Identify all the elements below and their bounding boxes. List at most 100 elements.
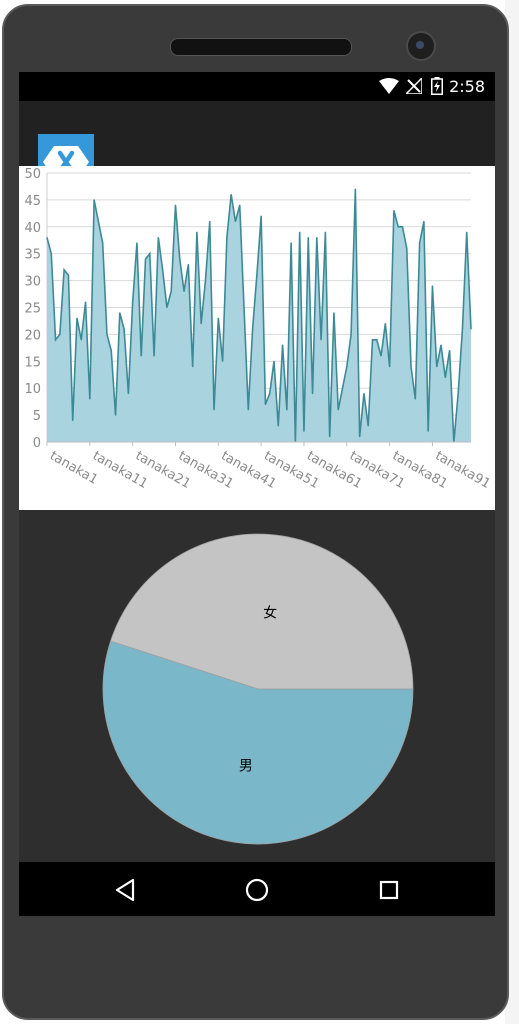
data-point [93,199,95,201]
data-point [341,387,344,389]
data-point [410,366,412,368]
data-point [46,236,48,239]
data-point [183,290,185,292]
data-point [371,339,374,341]
data-point [414,398,416,400]
front-camera [406,31,436,61]
data-point [303,430,305,432]
line-area-chart: 0 5 10 15 20 25 30 35 40 45 50 tanaka1 tanaka11 tanak… [19,166,495,510]
data-point [196,231,198,233]
data-point [170,290,172,292]
data-point [132,301,134,303]
data-point [97,220,99,223]
data-point [140,355,142,357]
data-point [333,312,335,314]
y-tick-label: 45 [24,194,41,209]
data-point [307,236,309,239]
data-point [213,409,215,411]
data-point [84,301,87,303]
data-point [243,306,245,309]
data-point [444,376,446,379]
data-point [423,220,425,223]
series-area [47,189,471,442]
pie-slice [110,533,414,690]
data-point [127,392,129,395]
data-point [157,236,159,239]
data-point [174,204,177,206]
data-point [187,263,189,266]
y-tick-label: 30 [24,275,41,290]
device-screen: 2:58 0 5 10 15 20 25 30 35 40 45 50 tanaka1 tanaka11… [19,72,495,916]
data-point [222,360,224,362]
data-point [89,398,91,400]
data-point [281,344,284,346]
data-point [204,280,207,282]
data-point [110,349,112,352]
home-button[interactable] [227,862,287,916]
y-tick-label: 25 [24,302,41,317]
data-point [114,414,117,416]
data-point [359,436,361,438]
data-point [337,409,339,411]
data-point [376,339,378,341]
data-point [162,269,164,271]
data-point [448,349,451,352]
data-point [457,392,459,395]
data-point [76,317,78,319]
data-point [470,328,472,330]
app-action-bar [19,101,495,190]
pie-slice [102,640,414,845]
data-point [427,430,429,432]
recents-square-icon [379,880,399,900]
data-point [273,360,275,362]
y-tick-label: 10 [24,382,41,397]
data-point [106,333,108,335]
data-point [466,231,468,233]
data-point [436,366,438,368]
data-point [256,274,258,276]
pie-slice-label: 男 [239,759,253,775]
data-point [264,403,267,405]
pie-chart-svg: 女男 [102,533,414,845]
speaker-grille [170,38,352,56]
data-point [102,242,104,244]
data-point [431,285,434,287]
data-point [324,231,326,233]
data-point [136,242,138,244]
data-point [239,204,241,206]
data-point [179,258,181,260]
data-point [80,339,82,341]
data-point [226,236,228,239]
data-point [217,317,219,319]
recents-button[interactable] [359,862,419,916]
data-point [247,409,249,411]
data-point [149,253,151,255]
data-point [397,226,399,228]
data-point [393,210,395,212]
data-point [440,344,442,346]
back-triangle-icon [115,878,135,902]
home-circle-icon [245,878,269,902]
status-bar: 2:58 [19,72,495,101]
pie-slice-label: 女 [263,605,277,622]
data-point [209,220,211,223]
data-point [67,274,70,276]
data-point [384,323,386,325]
data-point [354,188,356,190]
data-point [72,419,74,422]
data-point [277,425,279,427]
data-point [346,366,348,368]
data-point [166,306,168,309]
data-point [123,328,125,330]
data-point [367,425,369,427]
data-point [200,323,202,325]
y-tick-label: 35 [24,248,41,263]
data-point [329,436,331,438]
data-point [290,242,292,244]
data-point [234,220,237,223]
data-point [59,333,61,335]
back-button[interactable] [95,862,155,916]
battery-icon [431,77,443,95]
data-point [251,328,254,330]
data-point [144,258,147,260]
